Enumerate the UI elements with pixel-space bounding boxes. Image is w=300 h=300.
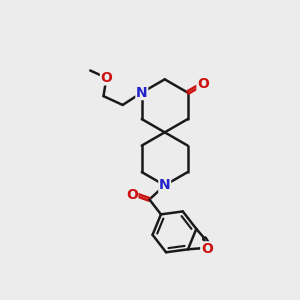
Text: O: O bbox=[201, 242, 213, 256]
Text: O: O bbox=[100, 71, 112, 85]
Text: O: O bbox=[126, 188, 138, 202]
Text: O: O bbox=[197, 77, 209, 91]
Text: N: N bbox=[159, 178, 170, 192]
Text: N: N bbox=[136, 85, 148, 100]
